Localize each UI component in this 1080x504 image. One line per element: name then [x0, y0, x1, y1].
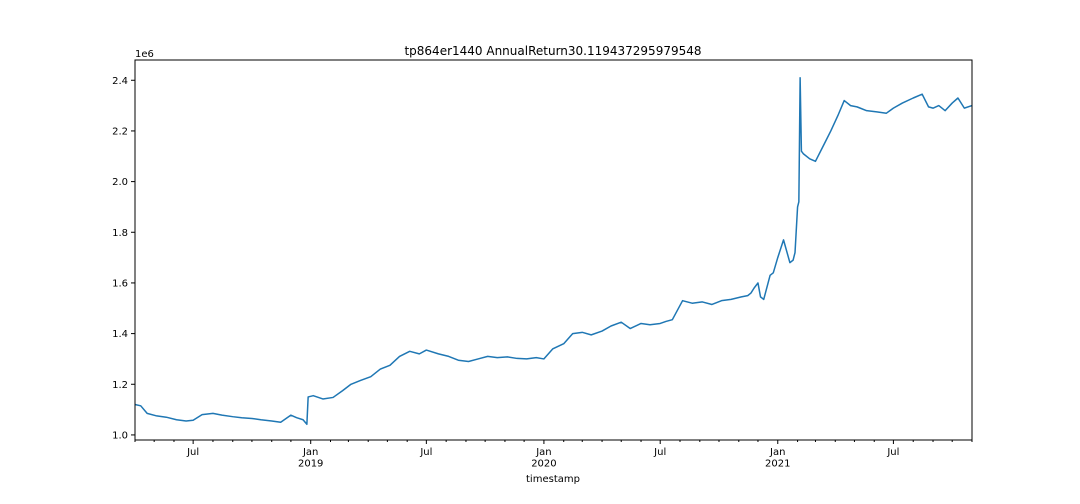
x-axis-label: timestamp: [526, 474, 580, 485]
y-tick-label: 1.2: [112, 380, 128, 391]
y-scale-offset-label: 1e6: [135, 49, 154, 60]
series-layer: [134, 76, 973, 426]
x-tick-label: 2019: [298, 459, 323, 470]
y-axis: 1.0 1.2 1.4 1.6 1.8 2.0 2.2 2.4: [112, 76, 135, 441]
plot-area-frame: [134, 59, 973, 441]
y-tick-label: 2.2: [112, 126, 128, 137]
y-tick-label: 1.0: [112, 430, 128, 441]
x-tick-label: Jul: [886, 447, 899, 458]
x-tick-label: Jan: [769, 447, 785, 458]
x-tick-label: 2020: [531, 459, 556, 470]
x-tick-label: 2021: [765, 459, 790, 470]
x-tick-label: Jan: [302, 447, 318, 458]
y-tick-label: 1.4: [112, 329, 128, 340]
x-tick-label: Jul: [419, 447, 432, 458]
x-tick-label: Jul: [653, 447, 666, 458]
x-tick-label: Jul: [186, 447, 199, 458]
y-tick-label: 2.0: [112, 177, 128, 188]
series-line-0: [134, 76, 973, 426]
y-tick-label: 1.8: [112, 228, 128, 239]
x-tick-label: Jan: [535, 447, 551, 458]
y-tick-label: 1.6: [112, 278, 128, 289]
chart-title: tp864er1440 AnnualReturn30.1194372959795…: [404, 44, 701, 58]
y-tick-label: 2.4: [112, 76, 128, 87]
